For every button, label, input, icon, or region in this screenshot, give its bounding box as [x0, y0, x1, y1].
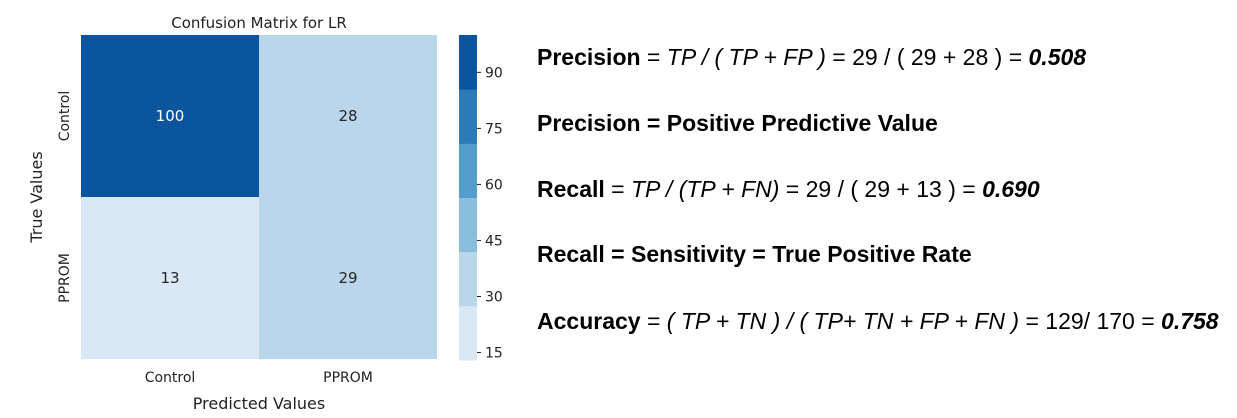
equation-part: =: [604, 176, 631, 202]
equation-part: Recall: [537, 176, 605, 202]
accuracy-formula: Accuracy = ( TP + TN ) / ( TP+ TN + FP +…: [537, 308, 1219, 335]
equation-part: = 129/ 170 =: [1019, 308, 1162, 334]
equation-part: Precision = Positive Predictive Value: [537, 110, 938, 136]
equation-part: TP / (TP + FN): [630, 176, 780, 202]
y-tick-labels: Control PPROM: [57, 91, 73, 303]
cell-value-label: 13: [160, 269, 179, 287]
heatmap-cell: [259, 35, 437, 197]
recall-formula: Recall = TP / (TP + FN) = 29 / ( 29 + 13…: [537, 176, 1040, 203]
precision-definition: Precision = Positive Predictive Value: [537, 110, 938, 137]
colorbar-tick-label: 75: [485, 121, 503, 137]
colorbar-band: [459, 197, 477, 253]
x-tick-label: Control: [145, 370, 196, 386]
heatmap-cell: [259, 197, 437, 359]
y-tick-label: Control: [57, 91, 73, 142]
equation-part: 0.508: [1028, 44, 1087, 70]
heatmap-cell: [81, 35, 259, 197]
equation-part: Recall = Sensitivity = True Positive Rat…: [537, 241, 972, 267]
x-tick-labels: Control PPROM: [145, 370, 373, 386]
colorbar-band: [459, 89, 477, 144]
colorbar-tick-label: 45: [485, 233, 503, 249]
cell-value-label: 29: [338, 269, 357, 287]
heatmap-cells: 100 28 13 29: [81, 35, 437, 359]
colorbar-band: [459, 143, 477, 198]
cell-value-label: 100: [156, 107, 185, 125]
x-tick-label: PPROM: [323, 370, 373, 386]
y-tick-label: PPROM: [57, 253, 73, 303]
equation-part: = 29 / ( 29 + 28 ) =: [825, 44, 1029, 70]
colorbar-tick-label: 15: [485, 346, 503, 362]
heatmap-cell: [81, 197, 259, 359]
colorbar-tick-label: 90: [485, 65, 503, 81]
confusion-matrix-chart: Confusion Matrix for LR 100 28 13 29 Contro…: [27, 14, 503, 413]
colorbar-band: [459, 305, 477, 361]
equation-part: 0.758: [1161, 308, 1219, 334]
chart-title: Confusion Matrix for LR: [171, 14, 347, 32]
colorbar-tick-label: 30: [485, 289, 503, 305]
equation-part: TP / ( TP + FP ): [666, 44, 826, 70]
equation-part: =: [640, 44, 667, 70]
precision-formula: Precision = TP / ( TP + FP ) = 29 / ( 29…: [537, 44, 1086, 71]
equation-part: 0.690: [982, 176, 1040, 202]
equation-part: =: [640, 308, 667, 334]
x-axis-label: Predicted Values: [193, 394, 325, 413]
y-axis-label: True Values: [27, 151, 46, 243]
metrics-equations: Precision = TP / ( TP + FP ) = 29 / ( 29…: [537, 0, 1227, 418]
colorbar-tick-label: 60: [485, 177, 503, 193]
equation-part: Precision: [537, 44, 641, 70]
equation-part: ( TP + TN ) / ( TP+ TN + FP + FN ): [666, 308, 1020, 334]
cell-value-label: 28: [338, 107, 357, 125]
recall-definition: Recall = Sensitivity = True Positive Rat…: [537, 241, 972, 268]
equation-part: = 29 / ( 29 + 13 ) =: [779, 176, 983, 202]
colorbar: 15 30 45 60 75 90: [459, 35, 503, 362]
colorbar-band: [459, 251, 477, 307]
equation-part: Accuracy: [537, 308, 641, 334]
colorbar-band: [459, 35, 477, 90]
